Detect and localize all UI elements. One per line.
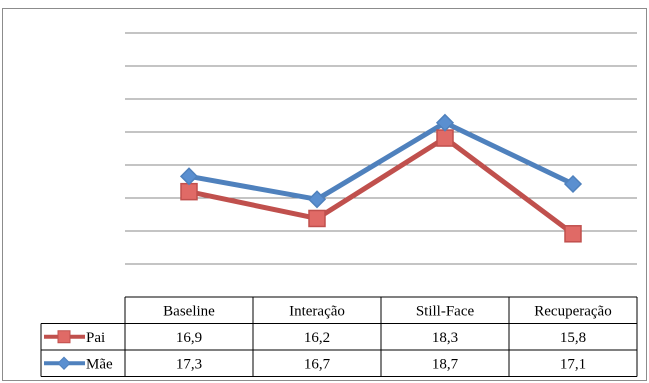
data-value-label: 17,1 (560, 356, 586, 372)
data-point-Mãe-Recuperação (563, 174, 583, 194)
data-point-Mãe-Interação (307, 190, 327, 209)
category-label: Still-Face (416, 303, 475, 319)
category-label: Baseline (163, 303, 215, 319)
data-value-label: 16,2 (304, 330, 330, 346)
data-point-Pai-Still-Face (436, 129, 454, 147)
data-value-label: 16,7 (304, 356, 331, 372)
data-point-Mãe-Still-Face (435, 113, 455, 132)
legend-key-marker (57, 356, 71, 370)
data-value-label: 18,7 (432, 356, 459, 372)
series-label: Pai (86, 330, 105, 346)
series-label: Mãe (86, 356, 113, 372)
data-point-Mãe-Baseline (179, 167, 199, 186)
series-markers (179, 113, 583, 243)
series-line-Pai (188, 135, 575, 236)
data-value-label: 17,3 (176, 356, 202, 372)
category-label: Interação (289, 303, 345, 319)
data-point-Pai-Recuperação (564, 225, 582, 243)
data-point-Pai-Interação (308, 209, 326, 228)
series-lines (188, 120, 575, 236)
data-value-label: 15,8 (560, 330, 586, 346)
data-table: Baseline Interação Still-Face Recuperação Pa… (40, 296, 638, 377)
series-line-Mãe (188, 120, 575, 202)
data-point-Pai-Baseline (180, 182, 198, 201)
data-value-label: 16,9 (176, 330, 202, 346)
data-value-label: 18,3 (432, 330, 458, 346)
gridlines (125, 32, 637, 265)
legend-key-marker (57, 330, 71, 344)
category-label: Recuperação (534, 303, 611, 319)
